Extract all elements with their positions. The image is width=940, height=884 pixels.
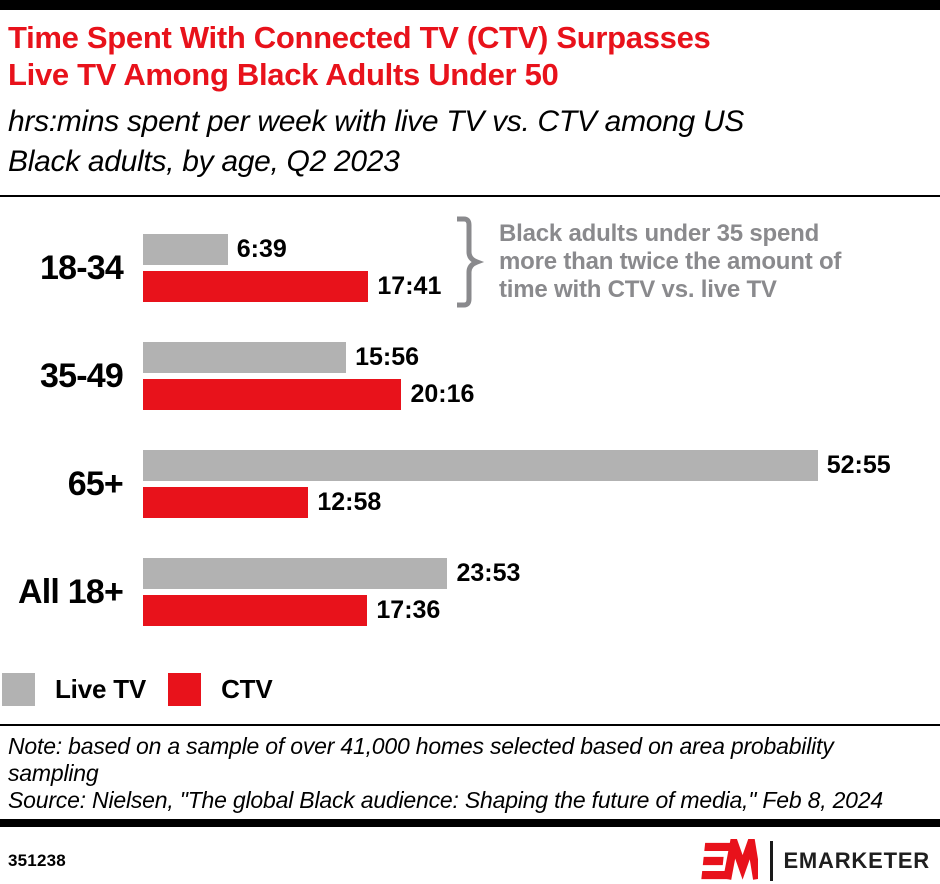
- note-line-2: sampling: [8, 760, 99, 786]
- bar-row: 17:36: [143, 595, 915, 626]
- bar-live-tv: [143, 234, 228, 265]
- legend-swatch-live-tv: [2, 673, 35, 706]
- chart-id: 351238: [8, 851, 66, 870]
- value-label: 6:39: [236, 235, 287, 263]
- em-mark-icon: [701, 839, 759, 880]
- bar-row: 23:53: [143, 558, 915, 589]
- bar-pair: 6:39 17:41: [143, 234, 915, 302]
- bar-row: 6:39: [143, 234, 915, 265]
- legend-label-live-tv: Live TV: [55, 674, 147, 704]
- header-divider: [0, 195, 940, 197]
- category-label: 18-34: [40, 248, 124, 287]
- chart-group: 18-34 6:39 17:41: [8, 234, 915, 302]
- chart-group: 65+ 52:55 12:58: [8, 450, 915, 518]
- logo-divider: [770, 841, 774, 881]
- title-line-1: Time Spent With Connected TV (CTV) Surpa…: [8, 20, 711, 55]
- bar-pair: 23:53 17:36: [143, 558, 915, 626]
- bar-row: 12:58: [143, 487, 915, 518]
- bar-ctv: [143, 487, 309, 518]
- brand-name: EMARKETER: [783, 848, 930, 873]
- bar-row: 20:16: [143, 379, 915, 410]
- chart-title: Time Spent With Connected TV (CTV) Surpa…: [8, 19, 918, 93]
- chart-group: 35-49 15:56 20:16: [8, 342, 915, 410]
- value-label: 17:41: [377, 272, 442, 300]
- header: Time Spent With Connected TV (CTV) Surpa…: [0, 10, 940, 182]
- top-black-bar: [0, 0, 940, 10]
- emarketer-logo: EMARKETER: [700, 839, 930, 883]
- notes-divider: [0, 724, 940, 726]
- bar-row: 17:41: [143, 271, 915, 302]
- annotation-line-2: more than twice the amount of: [499, 248, 842, 275]
- subtitle-line-1: hrs:mins spent per week with live TV vs.…: [8, 105, 745, 138]
- bar-row: 15:56: [143, 342, 915, 373]
- value-label: 12:58: [317, 488, 382, 516]
- annotation-line-1: Black adults under 35 spend: [499, 220, 820, 247]
- source-line: Source: Nielsen, "The global Black audie…: [8, 787, 883, 813]
- category-label: 35-49: [40, 356, 124, 395]
- bar-row: 52:55: [143, 450, 915, 481]
- value-label: 20:16: [410, 380, 475, 408]
- bottom-black-bar: [0, 819, 940, 827]
- subtitle-line-2: Black adults, by age, Q2 2023: [8, 145, 400, 178]
- bar-ctv: [143, 595, 368, 626]
- bar-ctv: [143, 379, 402, 410]
- bar-chart: 18-34 6:39 17:41 35-49 15:56 20:16 65+ 52:55 12:…: [0, 197, 940, 626]
- value-label: 52:55: [826, 451, 891, 479]
- category-label: 65+: [67, 464, 124, 503]
- bar-live-tv: [143, 342, 347, 373]
- footer: 351238 EMARKETER: [0, 827, 940, 883]
- legend: Live TV CTV: [0, 673, 940, 706]
- annotation-line-3: time with CTV vs. live TV: [499, 276, 777, 303]
- notes: Note: based on a sample of over 41,000 h…: [0, 726, 940, 814]
- legend-label-ctv: CTV: [221, 674, 273, 704]
- bar-ctv: [143, 271, 369, 302]
- chart-subtitle: hrs:mins spent per week with live TV vs.…: [8, 102, 918, 182]
- chart-rows: 18-34 6:39 17:41 35-49 15:56 20:16 65+ 52:55 12:…: [8, 234, 915, 626]
- category-label: All 18+: [18, 572, 124, 611]
- bar-pair: 15:56 20:16: [143, 342, 915, 410]
- legend-swatch-ctv: [168, 673, 202, 706]
- bar-pair: 52:55 12:58: [143, 450, 915, 518]
- annotation-text: Black adults under 35 spend more than tw…: [499, 220, 841, 304]
- bar-live-tv: [143, 558, 448, 589]
- value-label: 15:56: [355, 343, 420, 371]
- bar-live-tv: [143, 450, 818, 481]
- title-line-2: Live TV Among Black Adults Under 50: [8, 57, 559, 92]
- annotation-callout: Black adults under 35 spend more than tw…: [455, 216, 841, 308]
- note-line-1: Note: based on a sample of over 41,000 h…: [8, 733, 834, 759]
- chart-group: All 18+ 23:53 17:36: [8, 558, 915, 626]
- curly-brace-icon: [457, 216, 485, 308]
- value-label: 17:36: [376, 596, 441, 624]
- value-label: 23:53: [456, 559, 521, 587]
